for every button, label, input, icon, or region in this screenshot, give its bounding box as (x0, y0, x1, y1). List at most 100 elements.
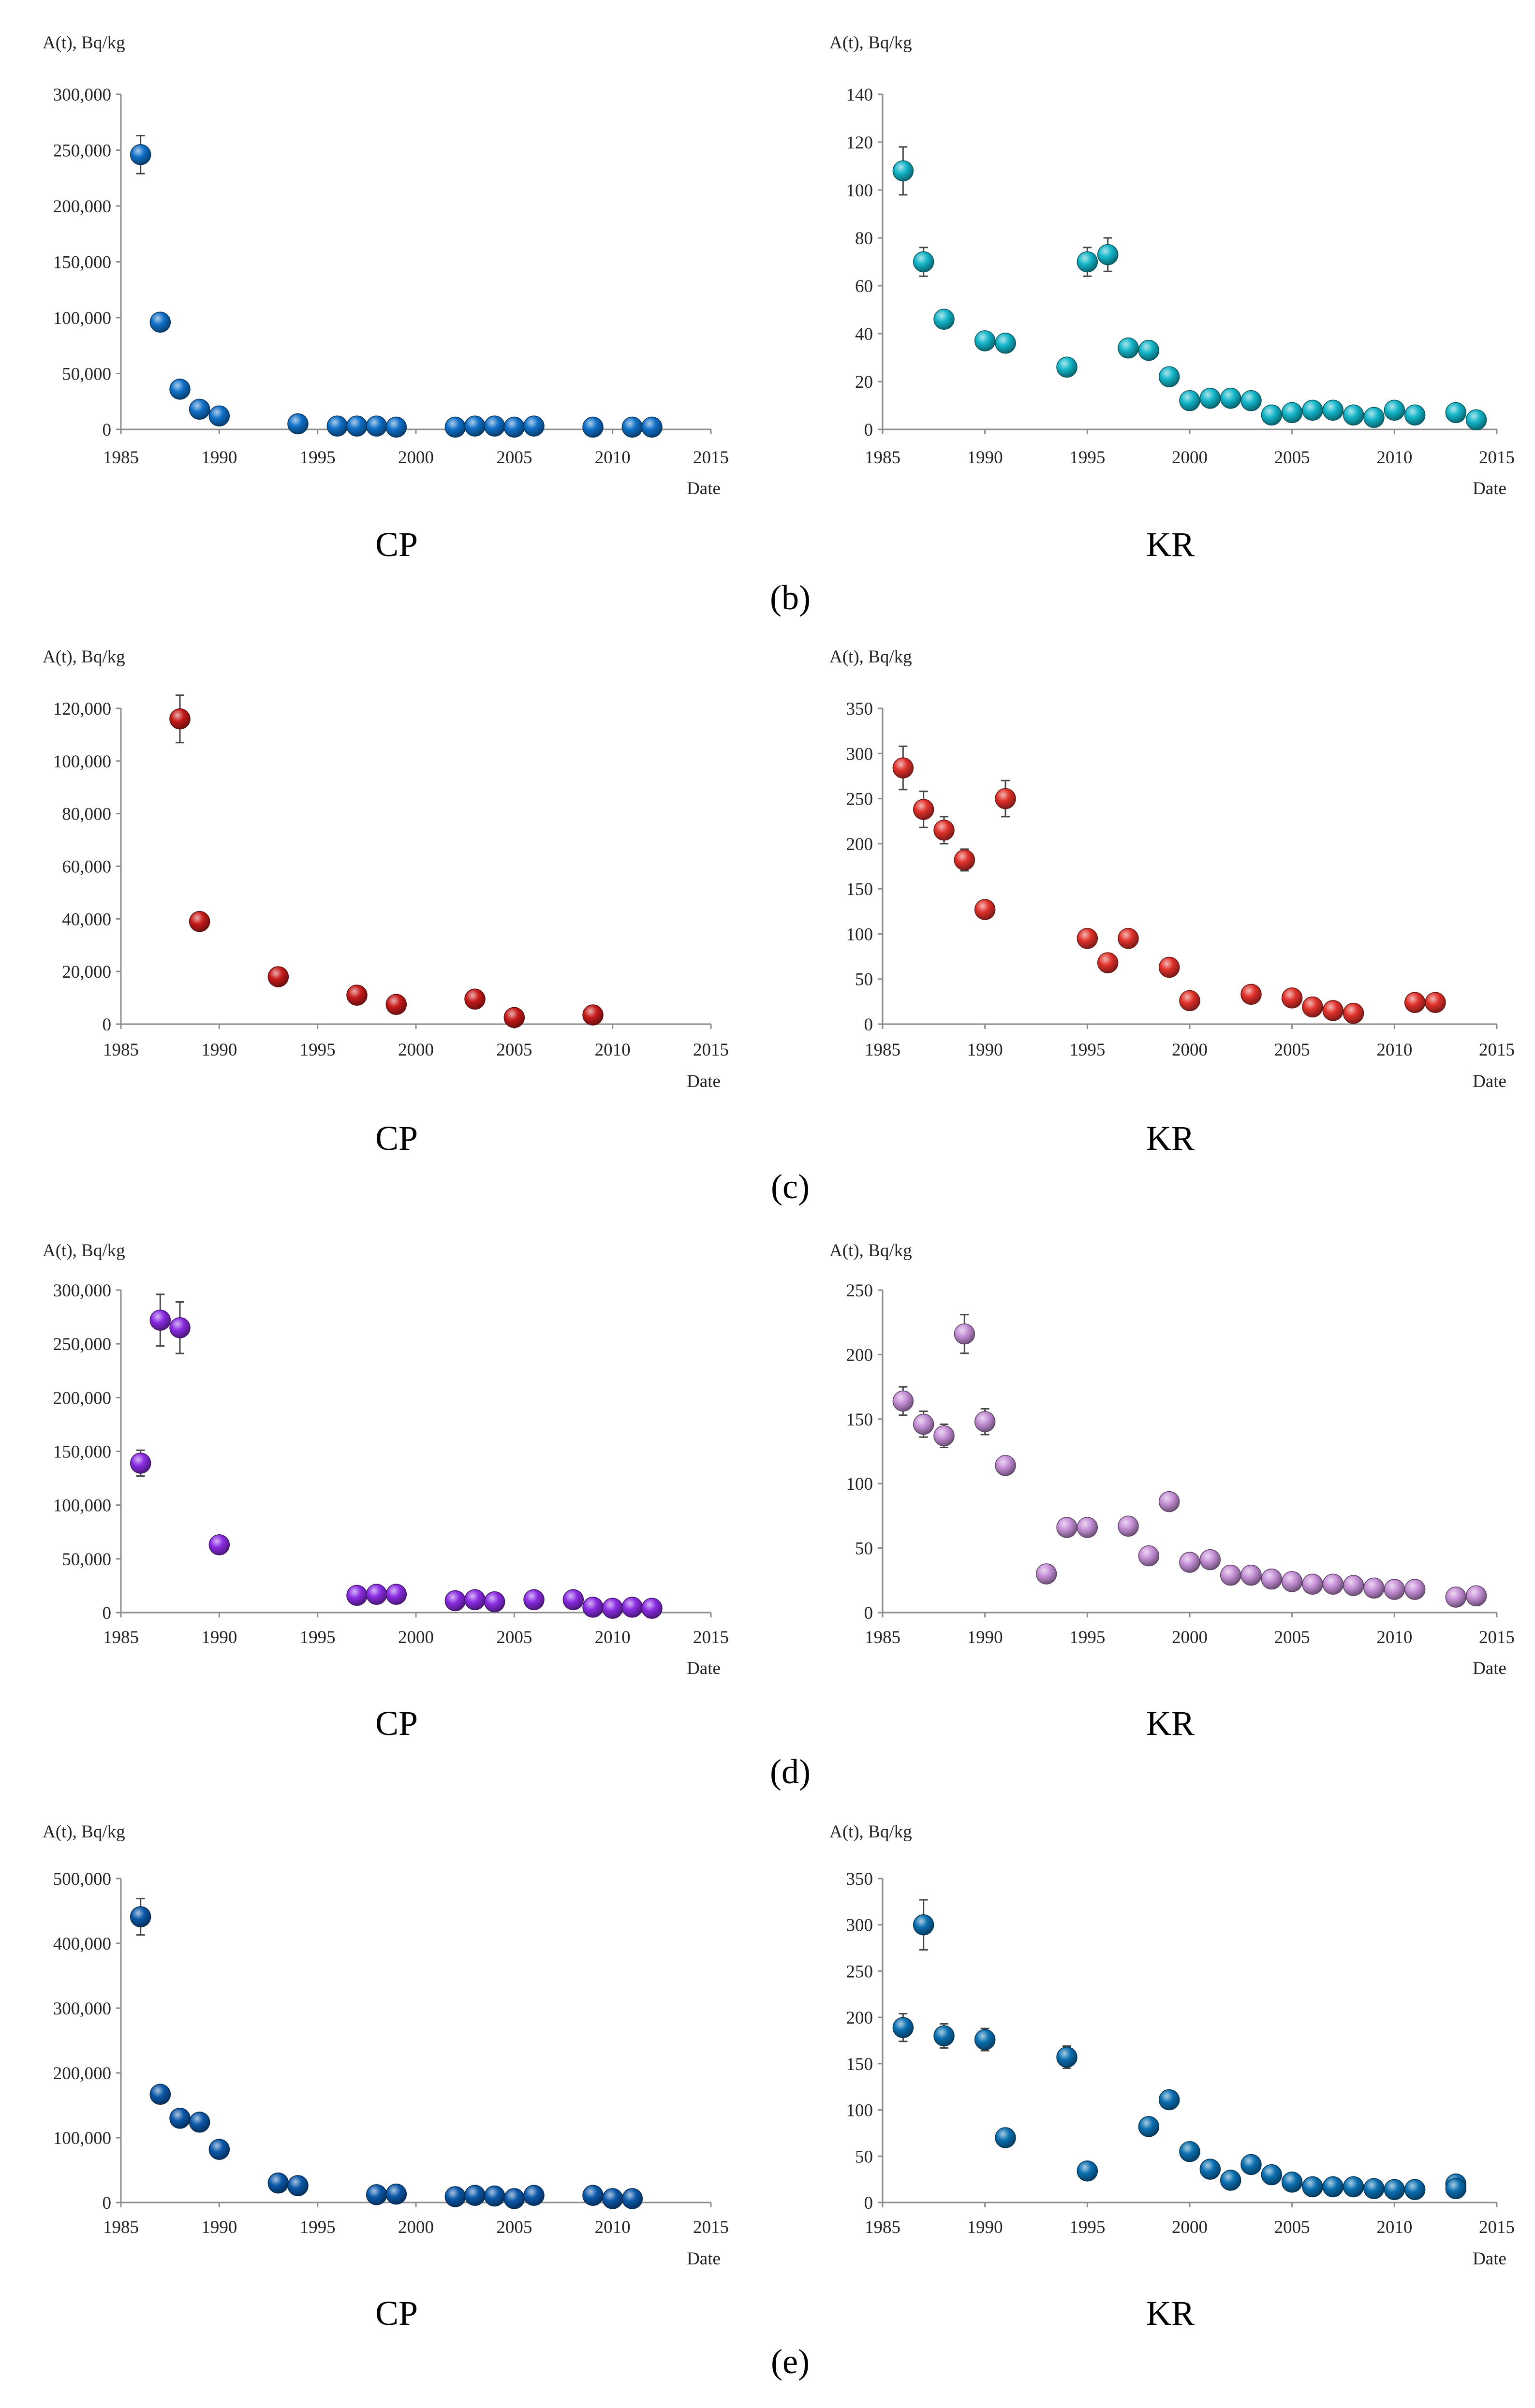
y-tick-label: 120,000 (53, 699, 111, 719)
y-tick-label: 100 (846, 925, 873, 944)
y-tick-label: 80 (855, 229, 873, 249)
data-point (1056, 1517, 1077, 1538)
y-tick-label: 500,000 (53, 1869, 111, 1889)
data-point (1158, 956, 1180, 978)
data-point (1199, 387, 1221, 409)
chart-c-kr: A(t), Bq/kg Date 0 50 100 150 200 250 300 350 1985… (829, 647, 1515, 1091)
y-tick-label: 300,000 (53, 1281, 111, 1301)
data-point (149, 311, 171, 333)
data-point (621, 416, 643, 438)
data-point (1097, 244, 1119, 265)
data-point (995, 1455, 1016, 1476)
data-point (1077, 2160, 1098, 2182)
data-point (974, 330, 996, 352)
y-tick-label: 300,000 (53, 1999, 111, 2019)
y-axis-title: A(t), Bq/kg (43, 33, 125, 53)
x-axis-title: Date (1473, 1659, 1506, 1678)
y-tick-label: 50 (855, 1539, 873, 1559)
data-point (1199, 1549, 1221, 1571)
data-point (523, 2185, 545, 2206)
data-point (503, 1007, 525, 1028)
data-point (1179, 390, 1200, 411)
y-tick-label: 100 (846, 1474, 873, 1494)
y-tick-label: 40 (855, 324, 873, 344)
x-tick-label: 2015 (1479, 1040, 1515, 1060)
y-tick-label: 250,000 (53, 141, 111, 161)
x-tick-label: 2000 (1172, 1628, 1208, 1647)
data-point (1404, 992, 1426, 1013)
data-point (1322, 399, 1344, 421)
data-point (208, 1534, 230, 1556)
x-axis-title: Date (1473, 2249, 1506, 2269)
y-tick-label: 350 (846, 1869, 873, 1889)
data-point (169, 379, 191, 400)
x-tick-label: 2010 (595, 1628, 631, 1647)
data-point (464, 415, 486, 437)
data-point (582, 1597, 604, 1618)
data-point (1445, 2178, 1467, 2200)
y-tick-label: 150,000 (53, 253, 111, 273)
y-tick-label: 50,000 (62, 1550, 111, 1570)
data-point (1158, 366, 1180, 387)
data-point (1220, 1564, 1241, 1586)
x-tick-label: 1985 (865, 2217, 900, 2237)
x-tick-label: 1995 (1069, 1628, 1105, 1647)
data-point (582, 416, 604, 438)
data-point (130, 1906, 151, 1927)
y-axis-title: A(t), Bq/kg (43, 1822, 125, 1842)
chart-caption-c-kr: KR (1146, 1119, 1195, 1158)
data-point (1179, 1552, 1200, 1573)
data-point (1118, 1515, 1139, 1537)
panel-label-e: (e) (771, 2342, 810, 2381)
data-point (1118, 928, 1139, 949)
x-tick-label: 1995 (300, 2217, 336, 2237)
x-tick-label: 1990 (201, 2217, 237, 2237)
data-point (130, 144, 151, 165)
y-tick-label: 200 (846, 1345, 873, 1365)
y-tick-label: 350 (846, 699, 873, 719)
chart-e-kr: A(t), Bq/kg Date 0 50 100 150 200 250 300 350 1985… (829, 1822, 1515, 2269)
y-tick-label: 150 (846, 2055, 873, 2074)
data-point (1404, 404, 1426, 426)
y-tick-label: 0 (864, 2193, 873, 2213)
data-point (1322, 1573, 1344, 1595)
x-tick-label: 2015 (693, 1040, 729, 1060)
y-tick-label: 200 (846, 835, 873, 854)
x-tick-label: 2010 (1376, 1628, 1412, 1647)
data-point (1240, 1564, 1262, 1586)
data-point (641, 416, 663, 438)
data-point (933, 1425, 955, 1447)
data-point (892, 1390, 914, 1412)
y-tick-label: 100 (846, 181, 873, 201)
chart-caption-b-kr: KR (1146, 525, 1195, 564)
data-point (464, 1589, 486, 1611)
x-tick-label: 1985 (103, 1040, 139, 1060)
x-tick-label: 2005 (496, 1040, 532, 1060)
data-point (1035, 1563, 1057, 1585)
x-tick-label: 2005 (496, 448, 532, 468)
data-point (974, 899, 996, 920)
y-tick-label: 20,000 (62, 962, 111, 982)
data-point (503, 2188, 525, 2209)
x-tick-label: 1985 (103, 448, 139, 468)
y-tick-label: 0 (103, 420, 112, 440)
data-point (974, 2029, 996, 2050)
y-axis-title: A(t), Bq/kg (829, 647, 912, 667)
x-tick-label: 2005 (1274, 1040, 1310, 1060)
data-point (1384, 1579, 1405, 1600)
data-point (1445, 1586, 1467, 1608)
data-point (1425, 992, 1446, 1013)
y-tick-label: 50,000 (62, 365, 111, 384)
data-point (444, 2186, 466, 2207)
data-point (1465, 1585, 1487, 1607)
x-axis-title: Date (687, 1072, 721, 1091)
y-tick-label: 100 (846, 2101, 873, 2121)
x-tick-label: 2015 (693, 448, 729, 468)
data-point (1240, 2154, 1262, 2175)
data-point (1199, 2158, 1221, 2180)
data-point (974, 1411, 996, 1432)
data-point (1220, 387, 1241, 409)
data-point (366, 415, 387, 437)
x-tick-label: 2010 (595, 1040, 631, 1060)
